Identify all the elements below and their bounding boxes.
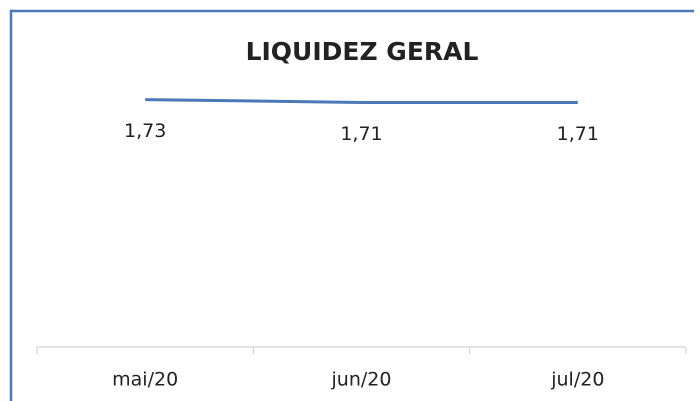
frame (9, 9, 694, 401)
x-tick-label: mai/20 (112, 369, 178, 391)
line (145, 98, 578, 104)
data-label: 1,73 (124, 120, 166, 142)
data-label: 1,71 (557, 123, 599, 145)
x-tick-label: jun/20 (331, 369, 392, 391)
chart-title: LIQUIDEZ GERAL (246, 37, 479, 66)
x-tick-label: jul/20 (550, 369, 604, 391)
data-label: 1,71 (340, 123, 382, 145)
